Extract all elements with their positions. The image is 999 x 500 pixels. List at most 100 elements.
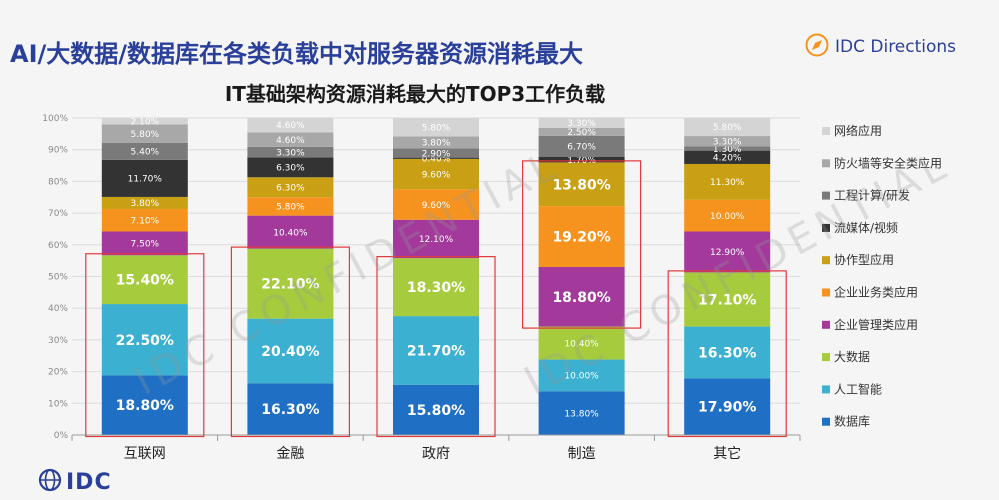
data-label: 16.30% [261, 402, 319, 418]
y-tick-label: 50% [48, 273, 68, 283]
bar-segment [247, 177, 334, 198]
data-label: 10.00% [710, 212, 745, 222]
data-label: 5.80% [422, 123, 451, 133]
data-label: 18.80% [116, 398, 174, 414]
data-label: 5.40% [131, 148, 160, 158]
highlight-box [667, 270, 787, 438]
bar-segment [538, 127, 625, 136]
bar-segment [684, 150, 771, 164]
legend-swatch [822, 256, 830, 265]
data-label: 22.10% [261, 277, 319, 293]
highlight-box [85, 253, 205, 438]
bar-segment [684, 272, 771, 327]
data-label: 22.50% [116, 333, 174, 349]
legend-label: 防火墙等安全类应用 [834, 155, 942, 170]
data-label: 12.90% [710, 248, 745, 258]
data-label: 12.10% [419, 235, 454, 245]
legend-swatch [822, 417, 830, 426]
data-label: 7.10% [131, 216, 160, 226]
y-tick-label: 70% [48, 209, 68, 219]
legend-label: 企业业务类应用 [834, 285, 918, 300]
category-label: 政府 [422, 446, 450, 462]
y-tick-label: 10% [48, 399, 68, 409]
bar-segment [684, 146, 771, 151]
data-label: 1.30% [713, 145, 742, 155]
bar-segment [684, 117, 771, 137]
category-label: 互联网 [124, 446, 166, 462]
data-label: 5.80% [131, 130, 160, 140]
bar-segment [247, 383, 334, 435]
data-label: 15.80% [407, 403, 465, 419]
data-label: 9.60% [422, 170, 451, 180]
legend-label: 企业管理类应用 [834, 317, 918, 332]
data-label: 2.50% [567, 128, 596, 138]
bar-segment [393, 219, 479, 259]
brand: IDC Directions [805, 33, 956, 61]
data-label: 2.90% [422, 149, 451, 159]
y-tick-label: 80% [48, 177, 68, 187]
data-label: 10.40% [273, 228, 308, 238]
bar-segment [538, 266, 625, 327]
bar-segment [393, 384, 479, 435]
data-label: 4.60% [276, 136, 305, 146]
bar-segment [393, 118, 479, 137]
legend-swatch [822, 223, 830, 232]
data-label: 0.40% [422, 154, 451, 164]
idc-logo: IDC [38, 468, 112, 496]
data-label: 18.80% [552, 290, 610, 306]
bar-segment [684, 378, 771, 435]
data-label: 3.30% [276, 148, 305, 158]
data-label: 10.40% [564, 339, 599, 349]
legend-label: 流媒体/视频 [834, 220, 898, 235]
bar-segment [393, 258, 479, 317]
bar-segment [247, 132, 334, 147]
legend-label: 协作型应用 [834, 252, 894, 267]
chart-title: IT基础架构资源消耗最大的TOP3工作负载 [224, 82, 606, 106]
bar-segment [538, 156, 625, 163]
slide-title: AI/大数据/数据库在各类负载中对服务器资源消耗最大 [10, 40, 584, 68]
bar-segment [101, 142, 188, 160]
bar-segment [684, 136, 771, 147]
category-label: 金融 [276, 446, 304, 462]
brand-text: IDC Directions [835, 37, 957, 57]
bar-segment [101, 117, 188, 125]
bar-segment [101, 208, 188, 232]
bar-segment [247, 197, 334, 216]
bar-segment [393, 148, 479, 158]
highlight-box [376, 256, 496, 438]
bar-segment [538, 162, 625, 207]
data-label: 10.00% [564, 372, 599, 382]
data-label: 16.30% [698, 345, 756, 361]
bar-segment [101, 196, 188, 209]
bar-segment [393, 136, 479, 149]
category-label: 制造 [568, 446, 596, 462]
bar-segment [393, 157, 479, 159]
bar-segment [538, 359, 625, 392]
data-label: 4.20% [713, 154, 742, 164]
legend-swatch [822, 353, 830, 362]
bar-segment [538, 326, 625, 360]
data-label: 17.90% [698, 400, 756, 416]
bar-segment [393, 316, 479, 385]
bar-segment [101, 255, 188, 305]
compass-icon [805, 33, 829, 61]
y-tick-label: 20% [48, 368, 68, 378]
bar-segment [538, 117, 625, 128]
legend-label: 大数据 [834, 349, 870, 364]
legend-swatch [822, 385, 830, 394]
bar-segment [247, 248, 334, 319]
data-label: 19.20% [552, 230, 610, 246]
data-label: 3.30% [567, 119, 596, 129]
legend-label: 数据库 [834, 414, 870, 429]
legend-label: 网络应用 [834, 123, 882, 138]
highlight-box [521, 160, 642, 329]
data-label: 13.80% [552, 177, 610, 193]
y-tick-label: 60% [48, 241, 68, 251]
bar-segment [247, 157, 334, 178]
legend-swatch [822, 127, 830, 135]
data-label: 5.80% [276, 203, 305, 213]
bar-segment [101, 124, 188, 143]
data-label: 15.40% [116, 273, 174, 289]
y-tick-label: 30% [48, 336, 68, 346]
data-label: 2.10% [131, 117, 160, 127]
